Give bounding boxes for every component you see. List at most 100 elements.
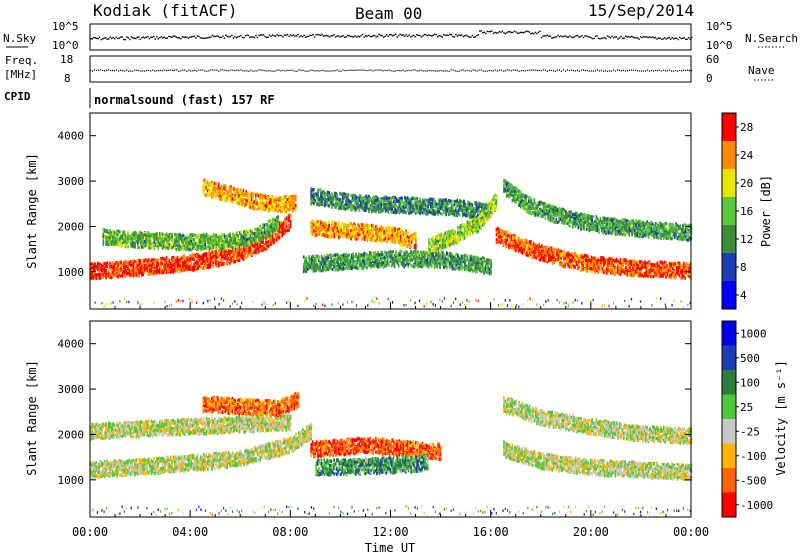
- scatter-cell: [163, 234, 165, 238]
- freq-point: [496, 70, 498, 72]
- scatter-cell: [143, 265, 146, 269]
- noise-point: [398, 35, 400, 37]
- freq-label-bottom: [MHz]: [4, 68, 37, 81]
- scatter-cell: [112, 235, 114, 239]
- scatter-cell: [244, 192, 246, 197]
- scatter-cell: [132, 268, 135, 272]
- scatter-cell: [220, 249, 223, 253]
- freq-point: [470, 70, 472, 72]
- scatter-cell: [105, 273, 107, 277]
- scatter-cell: [225, 255, 227, 259]
- scatter-cell: [121, 273, 124, 277]
- scatter-cell: [280, 221, 282, 225]
- freq-point: [96, 69, 98, 71]
- scatter-cell: [168, 245, 171, 249]
- scatter-cell: [145, 258, 147, 262]
- scatter-cell: [412, 239, 414, 243]
- freq-point: [278, 69, 280, 71]
- scatter-cell: [252, 249, 255, 253]
- scatter-cell: [130, 244, 132, 248]
- scatter-cell: [204, 234, 206, 238]
- scatter-cell: [227, 191, 230, 195]
- scatter-cell: [311, 222, 314, 226]
- scatter-cell: [391, 229, 394, 234]
- scatter-cell: [288, 216, 290, 221]
- scatter-cell: [372, 224, 374, 228]
- scatter-cell: [244, 251, 246, 255]
- noise-point: [558, 36, 561, 38]
- scatter-cell: [189, 236, 191, 240]
- scatter-cell: [399, 228, 402, 232]
- scatter-cell: [185, 262, 187, 266]
- scatter-cell: [116, 262, 118, 266]
- noise-point: [534, 31, 537, 34]
- freq-point: [458, 70, 460, 72]
- scatter-cell: [262, 223, 264, 227]
- scatter-cell: [176, 266, 179, 270]
- scatter-cell: [127, 245, 129, 249]
- noise-point: [292, 34, 295, 36]
- scatter-cell: [234, 251, 237, 255]
- scatter-cell: [98, 265, 100, 269]
- scatter-cell: [211, 258, 213, 262]
- scatter-cell: [315, 263, 317, 267]
- scatter-cell: [216, 260, 219, 264]
- scatter-cell: [256, 207, 258, 211]
- scatter-cell: [174, 259, 176, 263]
- freq-point: [294, 70, 296, 72]
- scatter-cell: [204, 245, 206, 250]
- scatter-cell: [311, 264, 313, 269]
- noise-point: [423, 33, 425, 36]
- scatter-cell: [105, 242, 107, 246]
- scatter-cell: [106, 240, 109, 244]
- scatter-cell: [368, 233, 370, 237]
- noise-point: [130, 36, 132, 38]
- noise-point: [677, 38, 679, 41]
- scatter-cell: [179, 261, 182, 265]
- scatter-cell: [129, 263, 132, 268]
- noise-point: [524, 31, 526, 33]
- freq-point: [520, 70, 522, 72]
- scatter-cell: [250, 197, 253, 201]
- freq-point: [140, 70, 142, 72]
- scatter-cell: [207, 259, 209, 263]
- scatter-cell: [284, 227, 286, 231]
- freq-point: [444, 70, 446, 72]
- scatter-cell: [267, 208, 269, 212]
- freq-point: [306, 70, 308, 72]
- scatter-cell: [123, 263, 125, 267]
- scatter-cell: [220, 189, 223, 193]
- freq-point: [126, 69, 128, 71]
- noise-point: [301, 36, 304, 38]
- scatter-cell: [316, 254, 319, 258]
- scatter-cell: [315, 223, 318, 227]
- freq-point: [406, 70, 408, 72]
- freq-point: [630, 69, 633, 71]
- scatter-cell: [364, 235, 366, 239]
- scatter-cell: [147, 272, 150, 277]
- scatter-cell: [344, 232, 347, 236]
- scatter-cell: [94, 268, 96, 272]
- scatter-cell: [99, 272, 102, 276]
- noise-point: [313, 36, 316, 38]
- freq-point: [222, 69, 224, 71]
- freq-point: [370, 69, 372, 71]
- scatter-cell: [141, 237, 143, 241]
- scatter-cell: [219, 252, 222, 256]
- scatter-cell: [285, 224, 288, 228]
- scatter-cell: [248, 250, 250, 254]
- freq-point: [408, 69, 410, 71]
- noise-point: [620, 35, 622, 38]
- freq-point: [344, 70, 346, 72]
- noise-point: [322, 35, 325, 37]
- scatter-cell: [225, 237, 227, 241]
- noise-point: [414, 36, 416, 38]
- scatter-cell: [165, 258, 168, 262]
- scatter-cell: [361, 237, 363, 241]
- scatter-cell: [125, 272, 128, 276]
- freq-point: [430, 70, 432, 72]
- scatter-cell: [359, 223, 362, 227]
- noise-point: [434, 33, 436, 36]
- scatter-cell: [262, 236, 264, 240]
- noise-point: [250, 36, 253, 38]
